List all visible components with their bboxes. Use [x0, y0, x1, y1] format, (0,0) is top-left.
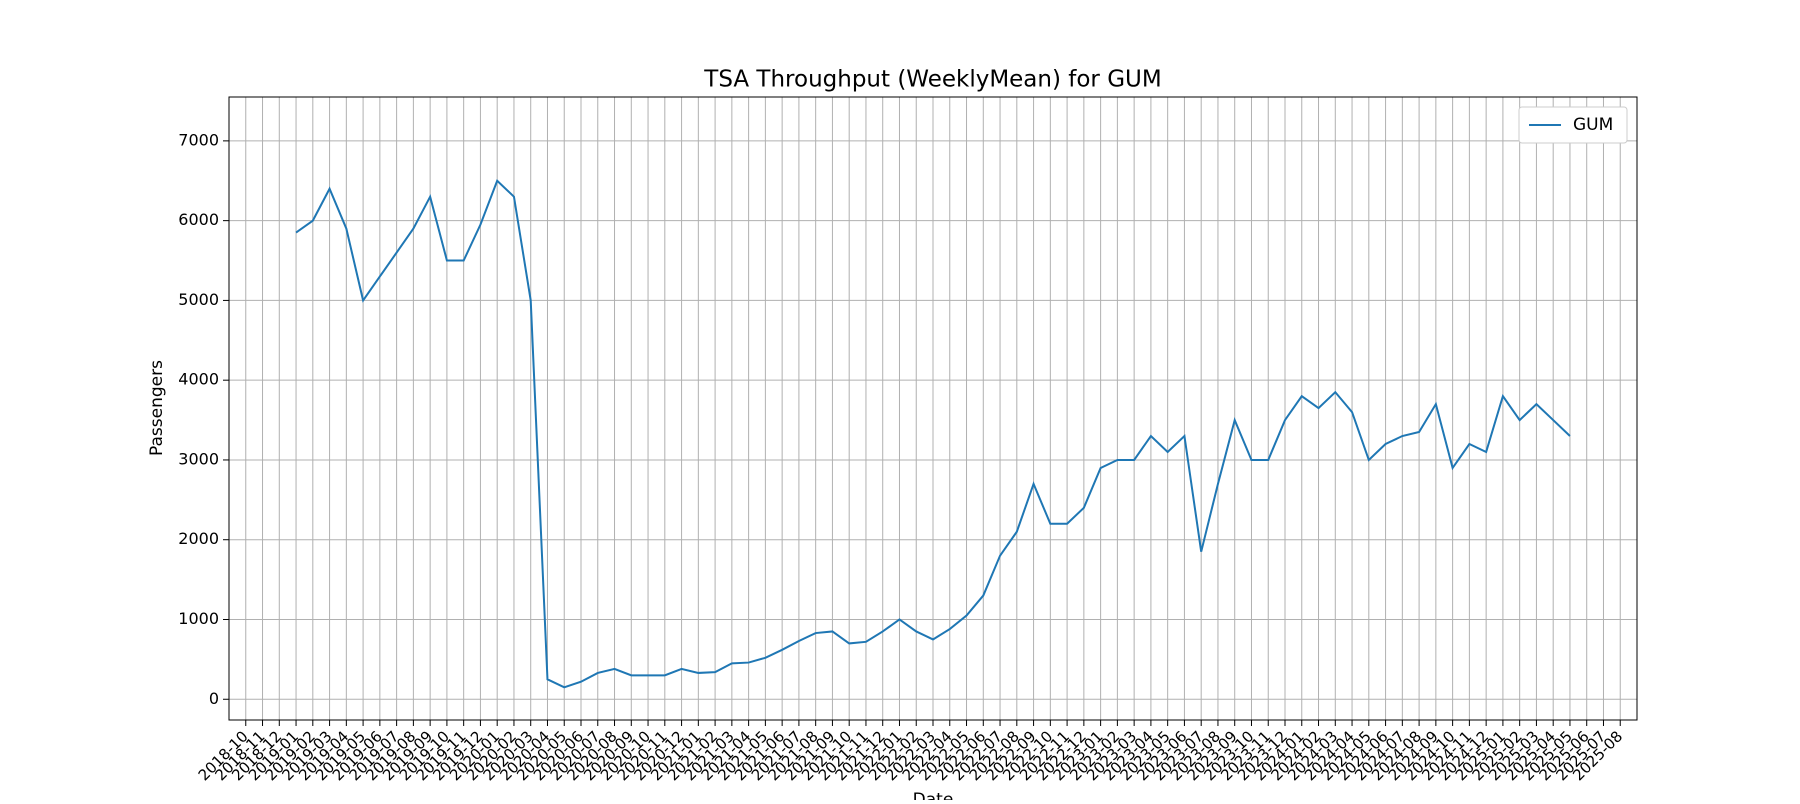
- legend-box: [1518, 106, 1628, 144]
- y-tick-label: 4000: [178, 370, 219, 389]
- legend-label: GUM: [1573, 115, 1613, 135]
- plot-frame: [228, 96, 1638, 721]
- y-tick-label: 0: [209, 689, 219, 708]
- y-tick-label: 6000: [178, 210, 219, 229]
- y-tick-label: 7000: [178, 130, 219, 149]
- line: [295, 178, 1571, 689]
- y-axis-label: Passengers: [147, 360, 167, 456]
- chart-title: TSA Throughput (WeeklyMean) for GUM: [703, 67, 1161, 93]
- y-tick-label: 3000: [178, 449, 219, 468]
- y-tick-label: 1000: [178, 609, 219, 628]
- y-tick-label: 5000: [178, 290, 219, 309]
- y-tick-label: 2000: [178, 529, 219, 548]
- x-axis-label: Date: [913, 790, 954, 800]
